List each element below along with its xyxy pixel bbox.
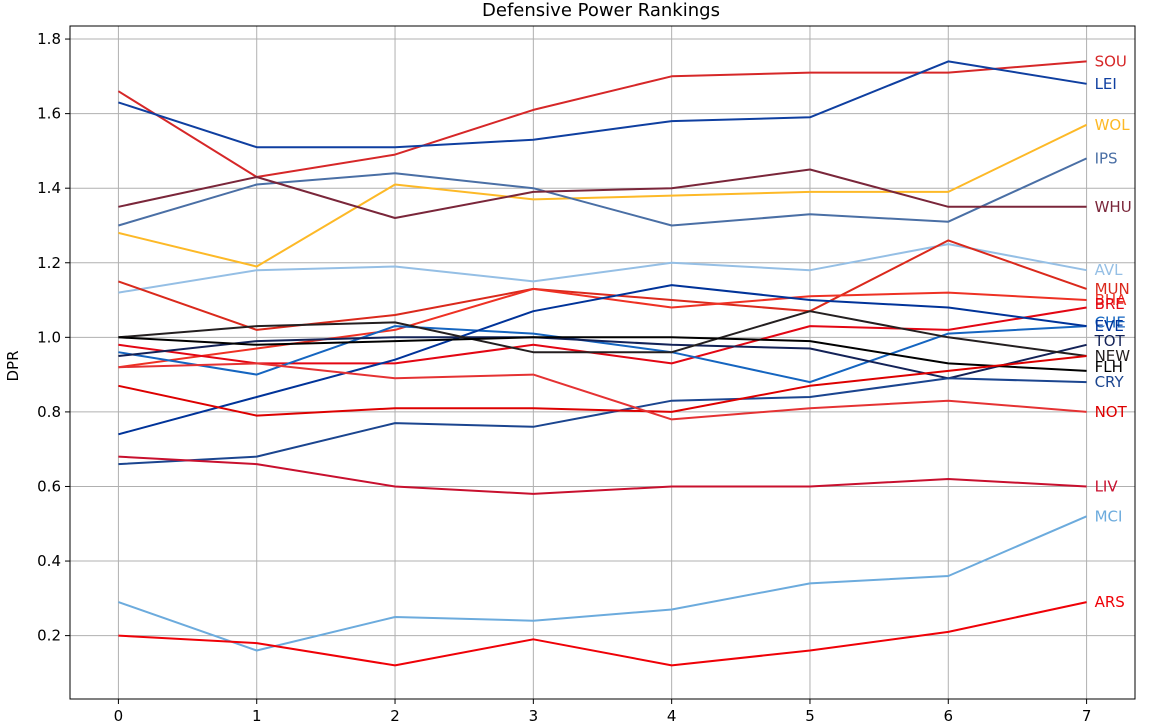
x-tick-label: 5 (805, 707, 815, 725)
end-label-cry: CRY (1095, 373, 1125, 391)
series-line-liv (118, 455, 1087, 495)
y-tick-label: 0.4 (37, 552, 61, 570)
series-line-wol (118, 123, 1088, 268)
end-label-new: NEW (1095, 347, 1131, 365)
series-line-ars (118, 601, 1087, 667)
x-tick-label: 1 (252, 707, 262, 725)
series-line-not (118, 355, 1087, 417)
series-line-bre (118, 306, 1087, 365)
end-label-avl: AVL (1095, 261, 1124, 279)
end-label-liv: LIV (1095, 477, 1119, 495)
end-label-ips: IPS (1095, 149, 1118, 167)
x-axis-ticks: 0 1 2 3 4 5 6 7 (114, 699, 1092, 725)
end-label-sou: SOU (1095, 52, 1127, 70)
y-tick-label: 1.6 (37, 105, 61, 123)
end-label-not: NOT (1095, 403, 1128, 421)
x-tick-label: 4 (667, 707, 677, 725)
end-label-lei: LEI (1095, 75, 1117, 93)
plot-frame (69, 25, 1136, 700)
end-label-flh: FLH (1095, 358, 1123, 376)
x-tick-label: 7 (1082, 707, 1092, 725)
series-line-ips (118, 157, 1088, 227)
series-line-sou (117, 60, 1087, 178)
end-label-mci: MCI (1095, 507, 1123, 525)
series-line-cry (118, 377, 1087, 466)
y-tick-label: 0.8 (37, 403, 61, 421)
grid-lines (70, 26, 1135, 699)
y-tick-label: 1.0 (37, 328, 61, 346)
end-label-che: CHE (1095, 313, 1126, 331)
chart-title: Defensive Power Rankings (482, 0, 720, 21)
series-lines (117, 60, 1088, 667)
end-label-eve: EVE (1095, 317, 1124, 335)
series-line-lei (118, 60, 1087, 149)
series-line-eve (118, 284, 1087, 436)
series-line-mci (118, 515, 1087, 652)
series-line-mun (118, 239, 1087, 331)
series-line-avl (118, 243, 1087, 294)
end-label-ars: ARS (1095, 593, 1125, 611)
y-axis-ticks: 0.2 0.4 0.6 0.8 1.0 1.2 1.4 1.6 1.8 (37, 30, 70, 645)
y-tick-label: 1.8 (37, 30, 61, 48)
x-tick-label: 3 (529, 707, 539, 725)
end-label-bre: BRE (1095, 295, 1125, 313)
y-tick-label: 1.2 (37, 254, 61, 272)
end-label-mun: MUN (1095, 280, 1130, 298)
end-label-whu: WHU (1095, 198, 1132, 216)
x-tick-label: 0 (114, 707, 124, 725)
end-label-wol: WOL (1095, 116, 1131, 134)
end-label-tot: TOT (1094, 332, 1126, 350)
x-tick-label: 6 (944, 707, 954, 725)
y-tick-label: 0.2 (37, 627, 61, 645)
x-tick-label: 2 (390, 707, 400, 725)
y-axis-label: DPR (4, 350, 22, 381)
series-line-bha (118, 287, 1087, 369)
y-tick-label: 0.6 (37, 477, 61, 495)
series-end-labels: SOU LEI WOL IPS WHU AVLMUNBHABRECHEEVETOTNEWF… (1094, 52, 1132, 611)
end-label-bha: BHA (1095, 291, 1128, 309)
series-line-unlabeled (118, 362, 1087, 421)
y-tick-label: 1.4 (37, 179, 61, 197)
series-line-new (118, 310, 1087, 357)
series-line-flh (118, 336, 1087, 372)
series-line-whu (118, 168, 1087, 219)
